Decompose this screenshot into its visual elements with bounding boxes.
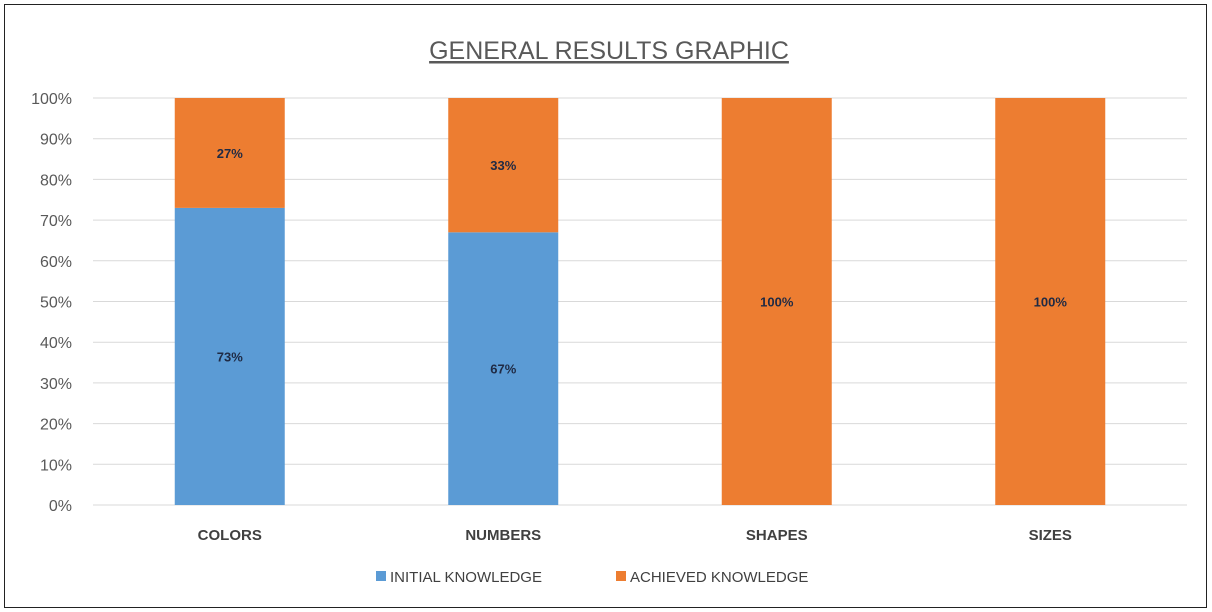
y-tick-label: 80%: [40, 172, 72, 189]
y-tick-label: 90%: [40, 132, 72, 149]
legend-label: ACHIEVED KNOWLEDGE: [630, 569, 808, 586]
data-label: 67%: [490, 362, 516, 377]
x-tick-label: SIZES: [1029, 527, 1072, 544]
bar-numbers-series-2: [448, 98, 559, 233]
data-label: 73%: [217, 349, 243, 364]
x-axis-ticks: COLORS NUMBERS SHAPES SIZES: [198, 527, 1072, 544]
y-tick-label: 10%: [40, 457, 72, 474]
y-tick-label: 70%: [40, 213, 72, 230]
y-tick-label: 30%: [40, 376, 72, 393]
data-label: 27%: [217, 146, 243, 161]
y-tick-label: 60%: [40, 254, 72, 271]
y-axis-ticks: 0% 10% 20% 30% 40% 50% 60% 70% 80% 90% 100%: [31, 91, 72, 515]
x-tick-label: NUMBERS: [465, 527, 541, 544]
bar-colors-series-2: [174, 98, 285, 208]
data-label: 100%: [760, 295, 794, 310]
y-tick-label: 100%: [31, 91, 72, 108]
y-tick-label: 50%: [40, 295, 72, 312]
x-tick-label: SHAPES: [746, 527, 808, 544]
bar-sizes-series-2: [995, 98, 1106, 505]
y-tick-label: 40%: [40, 335, 72, 352]
bars: [174, 98, 1106, 505]
legend-swatch: [616, 571, 626, 581]
x-tick-label: COLORS: [198, 527, 262, 544]
y-tick-label: 20%: [40, 417, 72, 434]
bar-shapes-series-2: [721, 98, 832, 505]
bar-numbers-series-1: [448, 232, 559, 505]
bar-colors-series-1: [174, 207, 285, 505]
y-tick-label: 0%: [49, 498, 72, 515]
data-label: 100%: [1034, 295, 1068, 310]
data-label: 33%: [490, 158, 516, 173]
data-labels: 73% 27% 67% 33% 100% 100%: [217, 146, 1068, 377]
legend: INITIAL KNOWLEDGE ACHIEVED KNOWLEDGE: [376, 569, 808, 586]
chart-title: GENERAL RESULTS GRAPHIC: [429, 37, 789, 65]
legend-swatch: [376, 571, 386, 581]
legend-label: INITIAL KNOWLEDGE: [390, 569, 542, 586]
